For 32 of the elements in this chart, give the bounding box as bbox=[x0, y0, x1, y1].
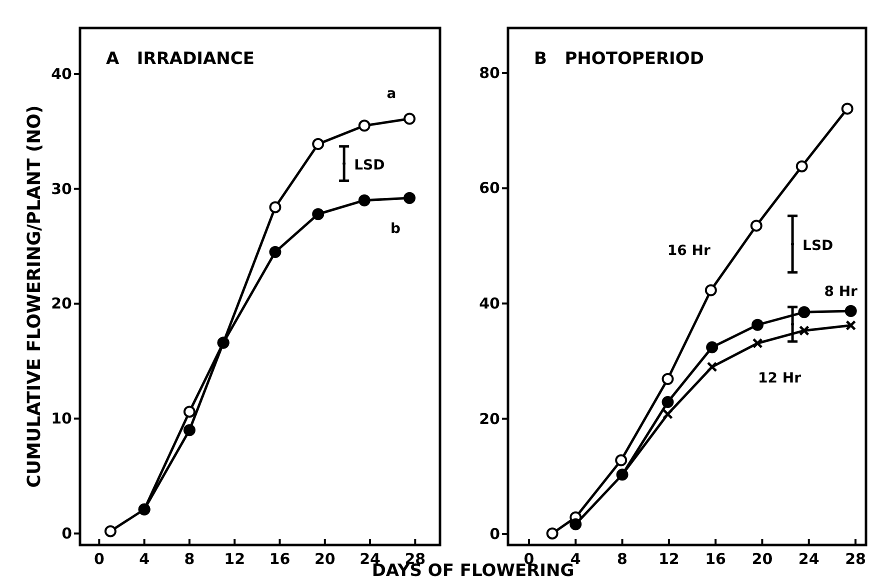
x-tick-label: 28 bbox=[845, 550, 866, 568]
y-tick-label: 40 bbox=[479, 294, 500, 313]
y-tick-label: 10 bbox=[51, 410, 72, 428]
x-tick-label: 4 bbox=[139, 550, 150, 568]
x-tick-label: 12 bbox=[658, 550, 680, 568]
y-tick-label: 20 bbox=[51, 294, 72, 313]
x-tick-label: 16 bbox=[705, 550, 726, 568]
series-label: a bbox=[386, 86, 396, 102]
y-axis-title: CUMULATIVE FLOWERING/PLANT (NO) bbox=[24, 105, 45, 488]
annotation: LSD bbox=[802, 238, 834, 254]
series-label: b bbox=[390, 221, 401, 238]
y-tick-label: 0 bbox=[490, 525, 500, 544]
y-tick-label: 30 bbox=[51, 180, 72, 198]
y-tick-label: 40 bbox=[51, 64, 72, 83]
x-tick-label: 20 bbox=[752, 550, 773, 568]
y-tick-label: 20 bbox=[479, 410, 500, 428]
text: B PHOTOPERIOD bbox=[534, 49, 704, 69]
annotation: LSD bbox=[354, 158, 385, 174]
x-tick-label: 24 bbox=[798, 550, 820, 568]
y-tick-label: 0 bbox=[62, 524, 72, 543]
text: A IRRADIANCE bbox=[106, 49, 254, 69]
series-label: 12 Hr bbox=[758, 370, 802, 386]
x-tick-label: 8 bbox=[617, 550, 628, 568]
series-label: 8 Hr bbox=[824, 284, 858, 300]
x-tick-label: 8 bbox=[184, 550, 195, 568]
x-tick-label: 16 bbox=[269, 550, 290, 568]
x-tick-label: 12 bbox=[224, 550, 246, 568]
x-tick-label: 0 bbox=[94, 550, 104, 568]
y-tick-label: 80 bbox=[479, 64, 500, 82]
series-label: 16 Hr bbox=[667, 243, 710, 260]
y-tick-label: 60 bbox=[479, 179, 500, 198]
x-tick-label: 20 bbox=[314, 550, 336, 568]
